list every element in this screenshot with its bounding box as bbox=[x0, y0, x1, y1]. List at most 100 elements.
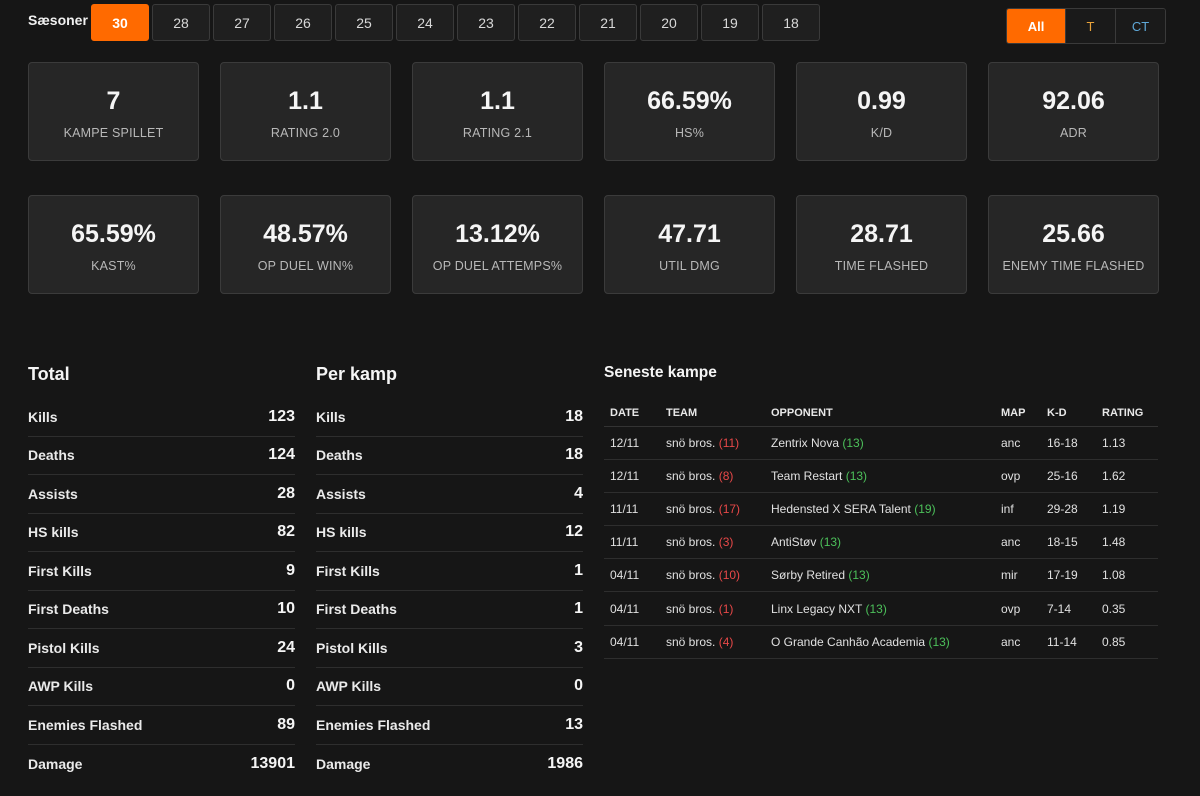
stat-name: First Deaths bbox=[28, 601, 109, 618]
match-rating: 1.19 bbox=[1096, 492, 1158, 527]
table-row[interactable]: 11/11 snö bros. (3) AntiStøv (13) anc 18-15 1… bbox=[604, 525, 1158, 560]
stat-cards-row-2: 65.59% KAST% 48.57% OP DUEL WIN% 13.12% OP DU… bbox=[28, 195, 1159, 294]
stat-name: Assists bbox=[28, 485, 78, 502]
table-row[interactable]: 04/11 snö bros. (1) Linx Legacy NXT (13) ov… bbox=[604, 591, 1158, 626]
stat-name: Pistol Kills bbox=[28, 639, 100, 656]
season-button-19[interactable]: 19 bbox=[701, 4, 759, 41]
season-button-22[interactable]: 22 bbox=[518, 4, 576, 41]
season-button-25[interactable]: 25 bbox=[335, 4, 393, 41]
stat-card-kast: 65.59% KAST% bbox=[28, 195, 199, 294]
season-button-30[interactable]: 30 bbox=[91, 4, 149, 41]
team-score: (3) bbox=[718, 535, 734, 550]
season-button-20[interactable]: 20 bbox=[640, 4, 698, 41]
season-button-24[interactable]: 24 bbox=[396, 4, 454, 41]
stat-row: Deaths 124 bbox=[28, 437, 295, 475]
stat-value: 10 bbox=[277, 600, 295, 618]
season-button-26[interactable]: 26 bbox=[274, 4, 332, 41]
match-date: 04/11 bbox=[604, 558, 660, 593]
recent-matches: Seneste kampe DATE TEAM OPPONENT MAP K-D… bbox=[604, 364, 1158, 659]
side-filter-t-button[interactable]: T bbox=[1065, 9, 1115, 43]
match-date: 12/11 bbox=[604, 459, 660, 493]
stat-value: 1986 bbox=[547, 754, 583, 772]
stat-card-value: 13.12% bbox=[455, 220, 540, 248]
stat-value: 82 bbox=[277, 523, 295, 541]
stat-card-op-duel-attemps: 13.12% OP DUEL ATTEMPS% bbox=[412, 195, 583, 294]
column-header-rating: RATING bbox=[1096, 400, 1158, 427]
stat-card-label: HS% bbox=[674, 126, 705, 140]
side-filter-ct-button[interactable]: CT bbox=[1115, 9, 1165, 43]
column-header-team: TEAM bbox=[660, 400, 765, 427]
stat-value: 13 bbox=[565, 715, 583, 733]
match-kd: 17-19 bbox=[1041, 558, 1096, 593]
table-row[interactable]: 12/11 snö bros. (8) Team Restart (13) ovp 25… bbox=[604, 459, 1158, 493]
match-rating: 1.48 bbox=[1096, 525, 1158, 560]
team-name: snö bros. bbox=[666, 535, 716, 550]
opponent-name[interactable]: Team Restart bbox=[771, 468, 843, 483]
per-match-stats-list: Kills 18 Deaths 18 Assists 4 HS kills 12 First K… bbox=[316, 398, 583, 783]
table-header-row: DATE TEAM OPPONENT MAP K-D RATING bbox=[604, 400, 1158, 427]
stat-card-label: OP DUEL ATTEMPS% bbox=[432, 259, 563, 273]
match-team: snö bros. (1) bbox=[660, 591, 765, 626]
season-button-18[interactable]: 18 bbox=[762, 4, 820, 41]
stat-card-value: 47.71 bbox=[658, 220, 721, 248]
match-map: ovp bbox=[995, 591, 1041, 626]
season-button-21[interactable]: 21 bbox=[579, 4, 637, 41]
match-team: snö bros. (8) bbox=[660, 459, 765, 493]
team-name: snö bros. bbox=[666, 568, 716, 583]
match-team: snö bros. (10) bbox=[660, 558, 765, 593]
opponent-score: (13) bbox=[848, 568, 870, 583]
column-header-map: MAP bbox=[995, 400, 1041, 427]
opponent-name[interactable]: Linx Legacy NXT bbox=[771, 601, 863, 616]
stat-card-value: 1.1 bbox=[288, 87, 323, 115]
stat-card-util-dmg: 47.71 UTIL DMG bbox=[604, 195, 775, 294]
match-map: anc bbox=[995, 625, 1041, 659]
side-filter: All T CT bbox=[1006, 8, 1166, 44]
team-score: (1) bbox=[718, 601, 734, 616]
side-filter-all-button[interactable]: All bbox=[1007, 9, 1065, 43]
total-stats: Total Kills 123 Deaths 124 Assists 28 HS kills… bbox=[28, 364, 295, 783]
opponent-score: (13) bbox=[845, 468, 868, 483]
stat-card-value: 92.06 bbox=[1042, 87, 1105, 115]
recent-matches-title: Seneste kampe bbox=[604, 364, 717, 381]
stat-value: 124 bbox=[268, 446, 295, 464]
match-kd: 29-28 bbox=[1041, 492, 1096, 527]
table-row[interactable]: 04/11 snö bros. (4) O Grande Canhão Academ… bbox=[604, 625, 1158, 659]
opponent-name[interactable]: Hedensted X SERA Talent bbox=[771, 501, 911, 516]
opponent-name[interactable]: Sørby Retired bbox=[771, 568, 846, 583]
table-row[interactable]: 12/11 snö bros. (11) Zentrix Nova (13) anc 1… bbox=[604, 426, 1158, 460]
opponent-name[interactable]: AntiStøv bbox=[771, 535, 817, 550]
stat-name: First Deaths bbox=[316, 601, 397, 618]
table-row[interactable]: 04/11 snö bros. (10) Sørby Retired (13) mir… bbox=[604, 558, 1158, 593]
match-map: inf bbox=[995, 492, 1041, 527]
match-kd: 18-15 bbox=[1041, 525, 1096, 560]
team-score: (4) bbox=[718, 634, 734, 649]
match-kd: 16-18 bbox=[1041, 426, 1096, 460]
stat-card-value: 7 bbox=[106, 87, 121, 115]
opponent-score: (13) bbox=[819, 535, 842, 550]
match-date: 12/11 bbox=[604, 426, 660, 460]
season-button-23[interactable]: 23 bbox=[457, 4, 515, 41]
opponent-score: (13) bbox=[865, 601, 887, 616]
stat-card-enemy-time-flashed: 25.66 ENEMY TIME FLASHED bbox=[988, 195, 1159, 294]
stat-name: Damage bbox=[316, 755, 371, 772]
stat-row: Kills 123 bbox=[28, 398, 295, 437]
season-button-28[interactable]: 28 bbox=[152, 4, 210, 41]
stat-name: HS kills bbox=[28, 524, 79, 541]
stat-row: First Kills 9 bbox=[28, 552, 295, 591]
match-map: anc bbox=[995, 426, 1041, 460]
match-opponent: Sørby Retired (13) bbox=[765, 558, 995, 593]
match-rating: 1.62 bbox=[1096, 459, 1158, 493]
stat-row: Damage 1986 bbox=[316, 745, 583, 784]
stat-name: AWP Kills bbox=[28, 678, 94, 695]
stat-name: First Kills bbox=[316, 562, 380, 579]
opponent-score: (13) bbox=[842, 435, 864, 450]
table-row[interactable]: 11/11 snö bros. (17) Hedensted X SERA Tale… bbox=[604, 492, 1158, 527]
opponent-name[interactable]: O Grande Canhão Academia bbox=[771, 634, 926, 649]
stat-card-value: 0.99 bbox=[857, 87, 906, 115]
team-score: (8) bbox=[718, 468, 734, 483]
stat-row: Damage 13901 bbox=[28, 745, 295, 784]
opponent-name[interactable]: Zentrix Nova bbox=[771, 435, 840, 450]
stat-value: 1 bbox=[574, 600, 583, 618]
stat-name: Damage bbox=[28, 755, 83, 772]
season-button-27[interactable]: 27 bbox=[213, 4, 271, 41]
